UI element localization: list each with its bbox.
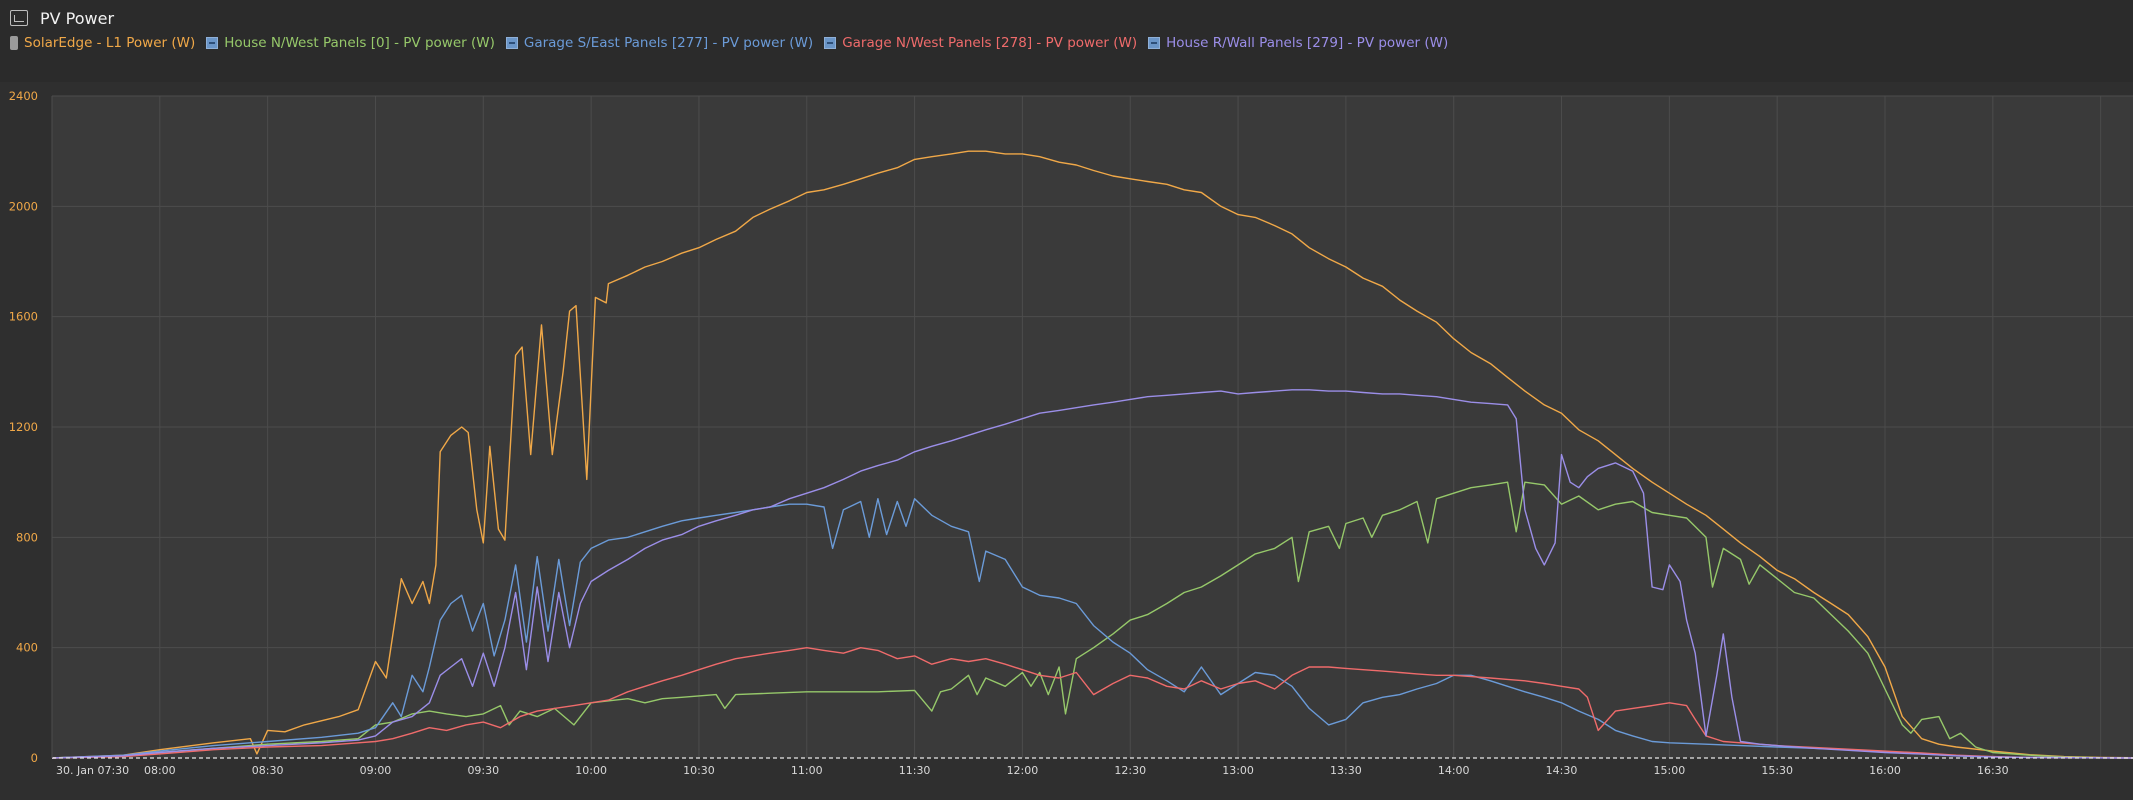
x-tick-label: 08:00 — [144, 764, 176, 777]
x-tick-label: 15:00 — [1654, 764, 1686, 777]
series-line[interactable] — [51, 389, 2133, 759]
legend-label: Garage N/West Panels [278] - PV power (W… — [842, 35, 1138, 51]
legend-label: SolarEdge - L1 Power (W) — [24, 35, 196, 51]
legend-item[interactable]: Garage N/West Panels [278] - PV power (W… — [824, 35, 1137, 51]
y-tick-label: 2000 — [9, 199, 38, 213]
legend-label: Garage S/East Panels [277] - PV power (W… — [523, 35, 814, 51]
line-chart: 0 400 800 1200 1600 2000 2400 30. Jan 07:30 08:0… — [9, 89, 2133, 777]
y-tick-label: 800 — [16, 530, 38, 544]
y-tick-label: 2400 — [9, 89, 38, 103]
legend-item[interactable]: House N/West Panels [0] - PV power (W) — [206, 35, 495, 51]
x-tick-label: 08:30 — [252, 764, 284, 777]
y-tick-label: 400 — [16, 641, 38, 655]
solar-panel-icon — [1148, 37, 1161, 49]
y-tick-label: 0 — [31, 751, 38, 765]
series-line[interactable] — [51, 481, 2133, 759]
legend-item[interactable]: SolarEdge - L1 Power (W) — [10, 35, 195, 51]
x-tick-label: 10:00 — [575, 764, 607, 777]
title-row: PV Power — [10, 6, 114, 30]
legend-label: House R/Wall Panels [279] - PV power (W) — [1166, 35, 1449, 51]
x-tick-label: 15:30 — [1761, 764, 1793, 777]
y-tick-label: 1200 — [9, 420, 38, 434]
x-tick-label: 16:30 — [1977, 764, 2009, 777]
device-icon — [10, 36, 18, 50]
legend-item[interactable]: Garage S/East Panels [277] - PV power (W… — [505, 35, 814, 51]
x-tick-label: 09:30 — [467, 764, 499, 777]
series-line[interactable] — [51, 647, 2133, 759]
x-tick-label: 13:00 — [1222, 764, 1254, 777]
chart-header: PV Power SolarEdge - L1 Power (W) House N… — [0, 0, 2133, 82]
legend-item[interactable]: House R/Wall Panels [279] - PV power (W) — [1148, 35, 1448, 51]
x-tick-label: 14:00 — [1438, 764, 1470, 777]
x-tick-label: 12:00 — [1007, 764, 1039, 777]
chart-icon[interactable] — [10, 10, 28, 26]
x-tick-label: 14:30 — [1546, 764, 1578, 777]
series-line[interactable] — [51, 498, 2133, 759]
page-title: PV Power — [40, 8, 115, 28]
x-tick-label: 30. Jan 07:30 — [56, 764, 129, 777]
legend-label: House N/West Panels [0] - PV power (W) — [224, 35, 495, 51]
x-tick-label: 16:00 — [1869, 764, 1901, 777]
y-tick-label: 1600 — [9, 310, 38, 324]
x-tick-label: 10:30 — [683, 764, 715, 777]
x-tick-label: 11:30 — [899, 764, 931, 777]
solar-panel-icon — [824, 37, 837, 49]
solar-panel-icon — [206, 37, 219, 49]
x-tick-label: 11:00 — [791, 764, 823, 777]
legend: SolarEdge - L1 Power (W) House N/West Pan… — [10, 35, 1459, 51]
x-tick-label: 09:00 — [360, 764, 392, 777]
x-tick-label: 12:30 — [1114, 764, 1146, 777]
x-tick-label: 13:30 — [1330, 764, 1362, 777]
chart-area: 0 400 800 1200 1600 2000 2400 30. Jan 07:30 08:0… — [0, 82, 2133, 796]
series-line[interactable] — [51, 150, 2133, 759]
solar-panel-icon — [505, 37, 518, 49]
